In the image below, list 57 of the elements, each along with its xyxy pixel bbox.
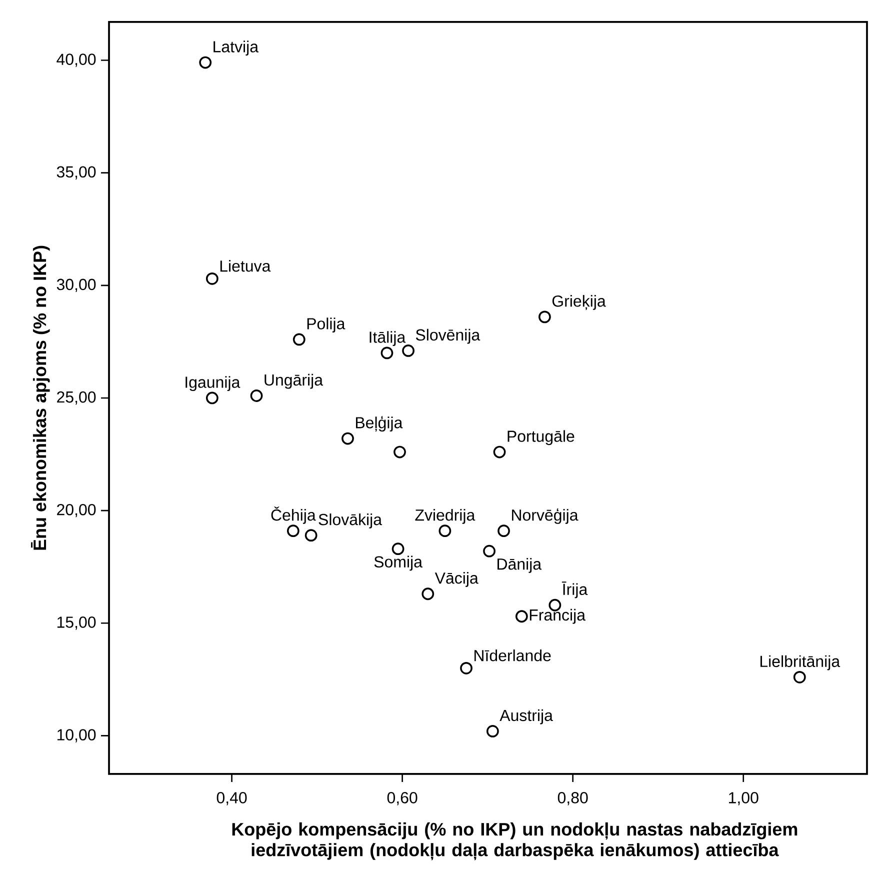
annotation: Nīderlande (474, 649, 551, 662)
x-tick-label: 0,60 (387, 792, 418, 806)
annotation: Īrija (562, 582, 588, 598)
y-tick-label: 20,00 (57, 504, 96, 518)
x-axis-title: Kopējo kompensāciju (% no IKP) un nodokļu nastas nabadzīgiem iedzīvotājiem (nodokļu daļa darbaspēka ienākumos) attiecība (232, 822, 798, 860)
point (304, 529, 318, 542)
point (538, 310, 551, 324)
point (460, 662, 472, 674)
annotation: Beļģija (356, 416, 403, 432)
x-tick-label: 0,40 (216, 792, 247, 806)
annotation: Norvēģija (512, 508, 578, 524)
x-tick-label: 0,80 (558, 792, 588, 806)
point (515, 610, 528, 623)
point (206, 392, 218, 404)
y-tick-label: 40,00 (56, 54, 96, 67)
y-tick-label: 30,00 (56, 278, 96, 292)
point (498, 524, 510, 538)
annotation: Čehija (271, 506, 316, 524)
y-tick-label: 35,00 (56, 166, 96, 180)
annotation: Ungārija (264, 374, 323, 389)
x-tick-label: 1,00 (729, 792, 758, 806)
annotation: Latvija (214, 40, 259, 56)
point (438, 524, 452, 538)
y-axis-title: Ēnu ekonomikas apjoms (% no IKP) (31, 246, 50, 550)
point (483, 544, 496, 558)
annotation: Grieķija (552, 295, 606, 310)
point (394, 446, 406, 458)
point (493, 446, 506, 458)
y-tick-label: 25,00 (57, 391, 96, 405)
annotation: Slovākija (318, 513, 382, 528)
annotation: Lietuva (220, 260, 271, 272)
point (380, 346, 394, 360)
y-tick-label: 15,00 (57, 616, 96, 630)
point (342, 432, 354, 445)
annotation: Lielbritānija (760, 655, 840, 670)
annotation: Itālija (370, 331, 406, 346)
annotation: Francija (530, 608, 586, 624)
annotation: Vācija (434, 572, 478, 587)
y-tick-label: 10,00 (57, 729, 96, 742)
annotation: Igaunija (186, 376, 240, 392)
point (286, 524, 300, 538)
point (486, 725, 499, 738)
point (402, 344, 414, 357)
point (250, 390, 263, 402)
annotation: Somija (374, 556, 422, 571)
annotation: Austrija (500, 709, 553, 724)
point (206, 272, 218, 285)
point (392, 542, 404, 556)
point (199, 56, 212, 69)
annotation: Polija (307, 318, 346, 333)
point (422, 588, 434, 600)
annotation: Zviedrija (415, 508, 476, 524)
annotation: Dānija (498, 558, 542, 573)
annotation: Portugāle (508, 430, 574, 446)
point (292, 333, 306, 346)
annotation: Slovēnija (416, 328, 480, 344)
point (793, 670, 806, 684)
